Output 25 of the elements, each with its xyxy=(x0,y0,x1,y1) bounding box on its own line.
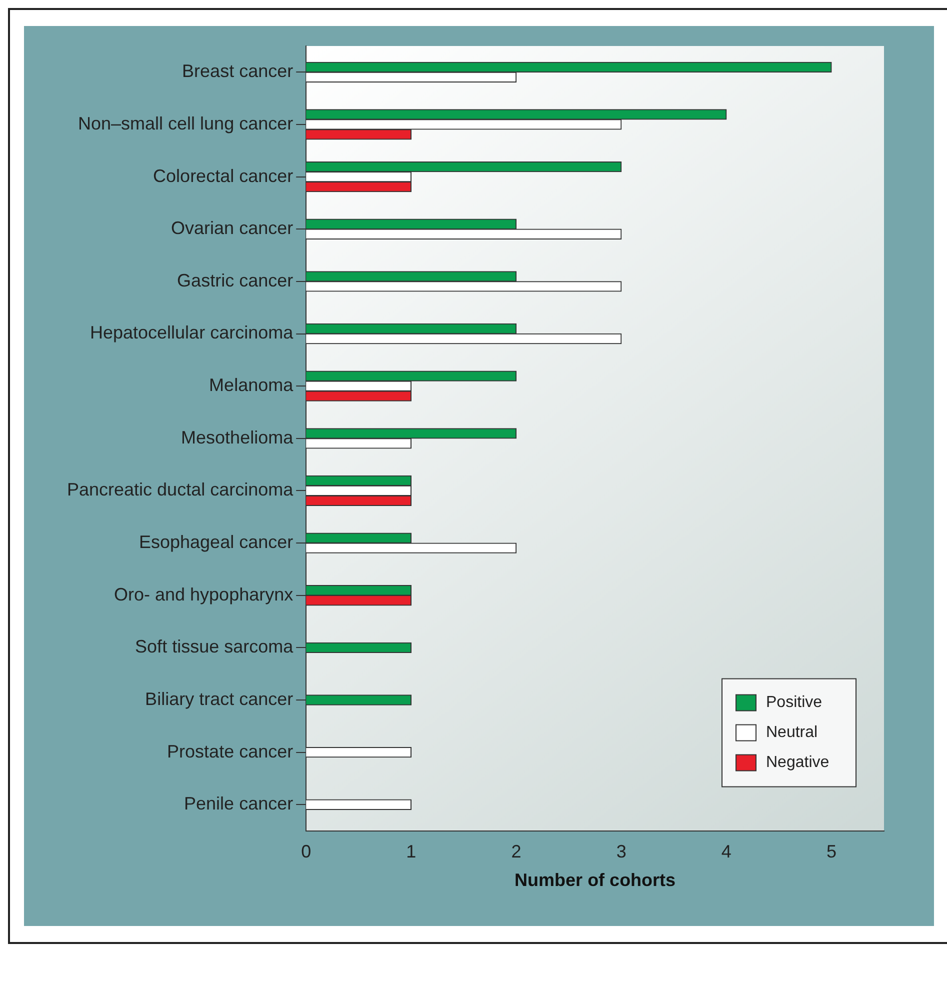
legend-label: Negative xyxy=(766,754,830,772)
legend-label: Positive xyxy=(766,694,822,712)
y-tick-label: Prostate cancer xyxy=(167,741,294,762)
y-tick-label: Breast cancer xyxy=(182,61,294,82)
x-tick-label: 1 xyxy=(406,842,416,862)
legend-label: Neutral xyxy=(766,724,818,742)
y-tick-label: Mesothelioma xyxy=(181,427,294,448)
y-tick-label: Ovarian cancer xyxy=(171,218,294,238)
y-tick-label: Penile cancer xyxy=(184,794,294,814)
y-tick-label: Hepatocellular carcinoma xyxy=(90,322,294,343)
y-tick-label: Melanoma xyxy=(209,375,294,396)
x-tick-label: 2 xyxy=(511,842,522,862)
x-axis-title: Number of cohorts xyxy=(514,870,676,890)
y-tick-label: Biliary tract cancer xyxy=(145,688,294,709)
x-tick-label: 3 xyxy=(616,842,626,862)
y-tick-label: Oro- and hypopharynx xyxy=(114,584,294,604)
y-tick-label: Gastric cancer xyxy=(177,270,294,290)
y-tick-label: Pancreatic ductal carcinoma xyxy=(67,480,294,500)
x-tick-label: 0 xyxy=(301,842,312,862)
y-tick-label: Non–small cell lung cancer xyxy=(78,113,294,134)
y-tick-label: Esophageal cancer xyxy=(139,532,294,552)
y-tick-label: Soft tissue sarcoma xyxy=(135,636,294,657)
x-tick-label: 4 xyxy=(721,842,732,862)
y-tick-label: Colorectal cancer xyxy=(153,166,294,186)
x-tick-label: 5 xyxy=(826,842,836,862)
